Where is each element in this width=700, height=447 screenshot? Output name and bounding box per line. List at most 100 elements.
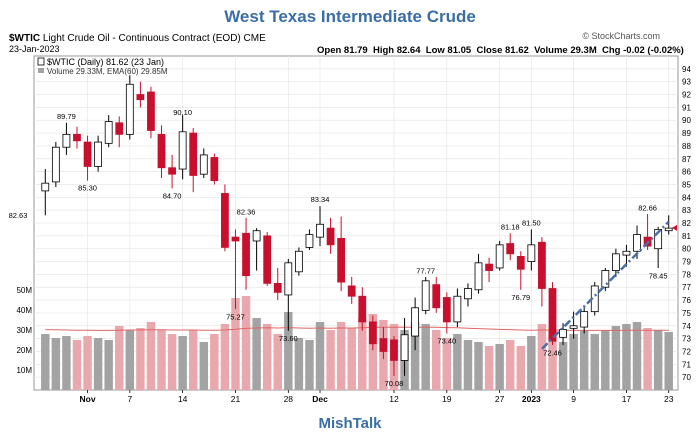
volume-bar bbox=[442, 338, 452, 390]
price-tick-label: 92 bbox=[682, 91, 691, 100]
date-tick-label: 28 bbox=[284, 394, 294, 404]
candle-body bbox=[400, 334, 409, 361]
volume-bar bbox=[527, 336, 536, 390]
volume-tick-label: 20M bbox=[16, 346, 32, 355]
volume-bar bbox=[305, 340, 314, 390]
candle-body bbox=[379, 338, 388, 352]
volume-bar bbox=[653, 330, 663, 390]
candle-body bbox=[199, 154, 208, 175]
candle-body bbox=[83, 141, 92, 167]
price-tick-label: 82 bbox=[682, 219, 691, 228]
price-annotation: 83.34 bbox=[311, 195, 330, 204]
volume-bar bbox=[167, 334, 177, 390]
price-tick-label: 78 bbox=[682, 270, 691, 279]
price-annotation: 82.36 bbox=[237, 207, 256, 216]
candle-body bbox=[115, 122, 124, 135]
candle-body bbox=[538, 241, 546, 289]
candle-body bbox=[485, 263, 493, 271]
candle-body bbox=[273, 282, 282, 293]
price-tick-label: 79 bbox=[682, 258, 691, 267]
legend-price-swatch bbox=[37, 57, 45, 66]
candle-body bbox=[368, 321, 377, 345]
date-axis: Nov 7 14 21 28 Dec 12 19 27 2023 9 17 23 bbox=[80, 390, 674, 404]
volume-bar bbox=[294, 338, 304, 390]
price-tick-label: 81 bbox=[682, 232, 691, 241]
volume-bar bbox=[41, 334, 50, 390]
candle-body bbox=[347, 285, 356, 297]
price-tick-label: 93 bbox=[682, 78, 691, 87]
candle-body bbox=[125, 83, 134, 135]
candle-body bbox=[516, 255, 525, 270]
candle-body bbox=[337, 238, 346, 283]
description: Light Crude Oil - Continuous Contract (E… bbox=[42, 33, 241, 44]
volume-bar bbox=[146, 322, 156, 390]
price-tick-label: 80 bbox=[682, 245, 691, 254]
price-tick-label: 74 bbox=[682, 322, 691, 331]
quote-open: Open 81.79 bbox=[317, 45, 368, 56]
price-tick-label: 90 bbox=[682, 116, 691, 125]
price-annotation: 73.40 bbox=[437, 336, 456, 345]
candle-body bbox=[390, 339, 398, 361]
candle-body bbox=[474, 262, 483, 291]
date-tick-label: 9 bbox=[571, 394, 576, 404]
volume-bar bbox=[326, 330, 335, 390]
exchange: CME bbox=[243, 33, 266, 44]
candle-body bbox=[654, 229, 663, 250]
volume-tick-label: 30M bbox=[16, 326, 32, 335]
candle-body bbox=[611, 253, 620, 271]
price-tick-label: 94 bbox=[682, 65, 691, 74]
candle-body bbox=[104, 121, 113, 144]
volume-bar bbox=[125, 330, 135, 390]
volume-bar bbox=[273, 334, 282, 390]
volume-bar bbox=[558, 342, 568, 390]
candle-body bbox=[548, 288, 557, 342]
volume-bar bbox=[284, 312, 293, 390]
volume-bar bbox=[51, 338, 61, 390]
date-tick-label: 17 bbox=[622, 394, 632, 404]
price-annotation: 81.18 bbox=[501, 223, 520, 232]
legend-price: $WTIC (Daily) 81.62 (23 Jan) bbox=[47, 57, 164, 67]
volume-bar bbox=[347, 328, 356, 390]
date-tick-label: 12 bbox=[389, 394, 399, 404]
price-annotation: 75.27 bbox=[226, 312, 245, 321]
price-tick-label: 88 bbox=[682, 142, 691, 151]
price-annotation: 78.45 bbox=[649, 272, 668, 281]
annotations: 82.63 89.79 85.30 90.10 84.70 82.36 75.27 83.34… bbox=[9, 108, 668, 388]
candle-body bbox=[294, 250, 303, 273]
quote-volume: Volume 29.3M bbox=[534, 45, 597, 56]
volume-bar bbox=[569, 334, 578, 390]
price-tick-label: 76 bbox=[682, 296, 691, 305]
volume-bar bbox=[262, 324, 272, 390]
candle-body bbox=[305, 234, 314, 248]
quote-close: Close 81.62 bbox=[476, 45, 529, 56]
volume-bar bbox=[632, 322, 642, 390]
volume-bar bbox=[453, 334, 462, 390]
volume-bar bbox=[548, 330, 557, 390]
candle-body bbox=[168, 167, 176, 175]
candle-body bbox=[221, 193, 229, 248]
candle-body bbox=[316, 223, 324, 238]
volume-bar bbox=[611, 326, 621, 390]
candle-body bbox=[432, 284, 441, 309]
quote-bar: Open 81.79 High 82.64 Low 81.05 Close 81… bbox=[317, 45, 684, 56]
price-annotation: 81.50 bbox=[522, 218, 541, 227]
trend-line bbox=[541, 220, 670, 350]
volume-tick-label: 10M bbox=[16, 366, 32, 375]
candle-body bbox=[231, 236, 240, 242]
volume-bar bbox=[432, 330, 441, 390]
candle-body bbox=[495, 244, 504, 269]
symbol-header: $WTIC Light Crude Oil - Continuous Contr… bbox=[9, 33, 266, 44]
candle-body bbox=[421, 280, 430, 311]
candle-body bbox=[633, 234, 641, 252]
chart-title: West Texas Intermediate Crude bbox=[224, 7, 476, 26]
quote-low: Low 81.05 bbox=[425, 45, 472, 56]
candle-body bbox=[252, 230, 261, 242]
volume-bar bbox=[220, 324, 230, 390]
price-annotation: 76.79 bbox=[511, 293, 530, 302]
candles bbox=[41, 75, 673, 376]
volume-bar bbox=[484, 346, 494, 390]
price-annotation: 84.70 bbox=[163, 191, 182, 200]
watermark: © StockCharts.com bbox=[582, 31, 660, 41]
candle-body bbox=[51, 146, 60, 183]
